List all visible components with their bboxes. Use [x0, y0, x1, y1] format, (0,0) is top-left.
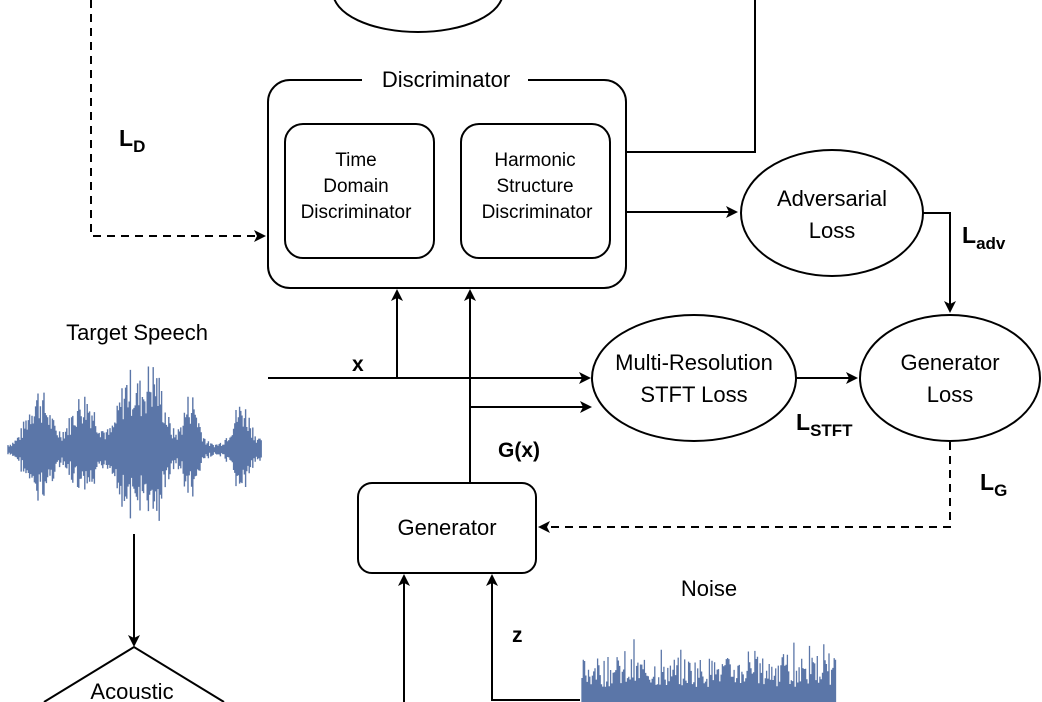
harmonic-line-1: Harmonic — [494, 150, 575, 171]
label-x: x — [352, 353, 364, 376]
stft-loss-line-1: Multi-Resolution — [615, 350, 773, 375]
time-domain-discriminator-box — [284, 123, 435, 259]
target-speech-label: Target Speech — [66, 320, 208, 345]
acoustic-triangle — [43, 645, 225, 702]
label-z: z — [512, 624, 523, 647]
generator-loss-line-2: Loss — [927, 382, 973, 407]
label-lg: LG — [980, 469, 1007, 500]
target-speech-waveform — [7, 366, 262, 521]
top-ellipse-partial — [333, 0, 503, 33]
adversarial-loss-line-1: Adversarial — [777, 186, 887, 211]
generator-label: Generator — [397, 515, 496, 540]
label-ladv: Ladv — [962, 222, 1006, 253]
label-gx: G(x) — [498, 439, 540, 462]
acoustic-label: Acoustic — [90, 679, 173, 702]
noise-waveform — [581, 639, 837, 702]
harmonic-line-2: Structure — [496, 176, 573, 197]
generator-box — [357, 482, 537, 574]
harmonic-line-3: Discriminator — [482, 202, 594, 223]
time-domain-line-2: Domain — [323, 176, 388, 197]
label-lstft: LSTFT — [796, 409, 853, 440]
noise-label: Noise — [681, 576, 737, 601]
time-domain-line-3: Discriminator — [301, 202, 413, 223]
discriminator-title-bg — [362, 66, 528, 94]
edge-z-to-generator — [486, 574, 580, 701]
time-domain-line-1: Time — [335, 150, 377, 171]
edge-lg-feedback — [538, 442, 951, 533]
stft-loss-node — [591, 314, 797, 442]
adversarial-loss-line-2: Loss — [809, 218, 855, 243]
generator-loss-node — [859, 314, 1041, 442]
discriminator-title: Discriminator — [382, 67, 510, 92]
edge-top-to-discriminator — [627, 0, 756, 153]
edge-adv-to-generator-loss — [923, 212, 956, 313]
edge-ld-feedback — [90, 0, 266, 242]
stft-loss-line-2: STFT Loss — [640, 382, 747, 407]
harmonic-structure-discriminator-box — [460, 123, 611, 259]
generator-loss-line-1: Generator — [900, 350, 999, 375]
noise-waveform-trace — [581, 639, 837, 702]
adversarial-loss-node — [740, 149, 924, 277]
label-ld: LD — [119, 125, 145, 156]
speech-waveform-trace — [7, 366, 262, 521]
